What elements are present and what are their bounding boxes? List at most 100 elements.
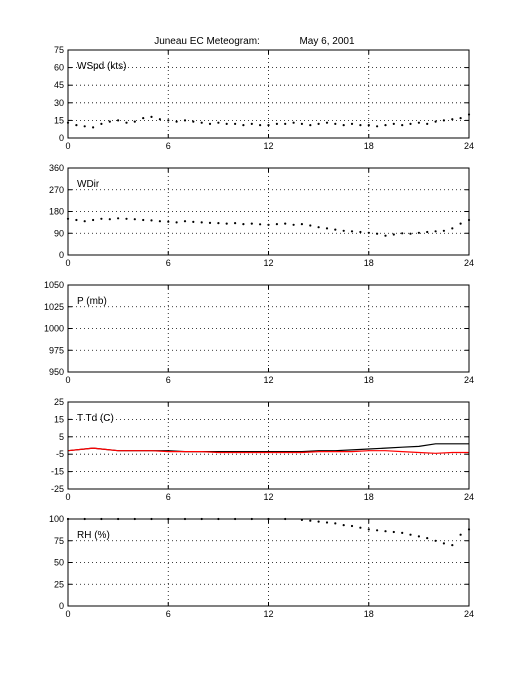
data-point — [158, 220, 161, 223]
data-point — [376, 232, 379, 235]
data-point — [200, 221, 203, 224]
data-point — [459, 533, 462, 536]
data-point — [284, 222, 287, 225]
data-point — [434, 230, 437, 233]
panel-5: 0 6 12 18 24 0 25 50 75 100 RH (%) — [49, 514, 474, 619]
data-point — [325, 227, 329, 230]
data-point — [359, 124, 362, 127]
x-tick-label: 18 — [364, 258, 374, 268]
data-point — [350, 230, 354, 233]
data-point — [175, 221, 178, 224]
data-point — [334, 228, 337, 231]
data-point — [217, 121, 220, 124]
x-tick-label: 6 — [166, 141, 171, 151]
data-point — [417, 535, 420, 538]
data-point — [342, 124, 345, 127]
data-point — [342, 524, 345, 527]
data-point — [142, 218, 145, 222]
data-point — [225, 122, 228, 125]
data-point — [100, 122, 103, 125]
data-point — [434, 120, 437, 123]
y-tick-label: 1050 — [44, 280, 64, 290]
data-point — [292, 223, 295, 226]
x-tick-label: 6 — [166, 492, 171, 502]
data-point — [459, 117, 462, 120]
data-point — [442, 542, 445, 545]
data-point — [92, 126, 95, 129]
data-point — [100, 217, 103, 220]
data-point — [183, 220, 187, 223]
y-tick-label: 180 — [49, 207, 64, 217]
x-tick-label: 24 — [464, 141, 474, 151]
data-point — [401, 124, 404, 127]
data-point — [108, 120, 111, 123]
x-tick-label: 6 — [166, 258, 171, 268]
data-point — [426, 537, 429, 540]
y-tick-label: 75 — [54, 536, 64, 546]
data-point — [292, 121, 295, 124]
data-point — [167, 119, 170, 122]
panel-label: WDir — [77, 179, 100, 190]
data-point — [208, 122, 212, 125]
y-tick-label: 75 — [54, 45, 64, 55]
figure-title: Juneau EC Meteogram: — [154, 36, 260, 47]
y-tick-label: 1025 — [44, 302, 64, 312]
data-point — [267, 124, 270, 127]
data-point — [200, 121, 203, 124]
data-point — [183, 119, 187, 122]
x-tick-label: 12 — [263, 258, 273, 268]
data-point — [259, 223, 262, 226]
y-tick-label: 50 — [54, 558, 64, 568]
data-point — [376, 529, 379, 532]
x-tick-label: 6 — [166, 375, 171, 385]
data-point — [167, 220, 170, 223]
data-point — [417, 231, 420, 234]
data-point — [133, 120, 136, 123]
y-tick-label: 1000 — [44, 324, 64, 334]
y-tick-label: 270 — [49, 185, 64, 195]
y-tick-label: 60 — [54, 63, 64, 73]
y-tick-label: -5 — [56, 449, 64, 459]
data-point — [401, 531, 404, 535]
panel-label: RH (%) — [77, 530, 110, 541]
data-point — [117, 217, 120, 220]
data-point — [334, 122, 337, 125]
y-tick-label: 100 — [49, 514, 64, 524]
data-point — [392, 122, 395, 125]
x-tick-label: 0 — [65, 258, 70, 268]
data-point — [125, 217, 128, 220]
y-tick-label: 15 — [54, 115, 64, 125]
data-point — [384, 530, 387, 533]
data-point — [284, 122, 287, 125]
data-point — [451, 118, 454, 121]
y-tick-label: 0 — [59, 601, 64, 611]
data-point — [250, 122, 253, 125]
x-tick-label: 12 — [263, 141, 273, 151]
data-point — [267, 223, 270, 226]
data-point — [309, 124, 312, 127]
data-point — [317, 226, 320, 229]
data-point — [317, 520, 320, 523]
y-tick-label: 0 — [59, 133, 64, 143]
data-point — [392, 233, 395, 236]
y-tick-label: 0 — [59, 250, 64, 260]
y-tick-label: 45 — [54, 80, 64, 90]
y-tick-label: 30 — [54, 98, 64, 108]
x-tick-label: 6 — [166, 609, 171, 619]
data-point — [325, 121, 329, 124]
data-point — [426, 122, 429, 125]
data-point — [426, 230, 429, 234]
panel-2: 0 6 12 18 24 0 90 180 270 360 WDir — [49, 163, 474, 268]
data-point — [376, 125, 379, 128]
data-point — [158, 118, 161, 121]
y-tick-label: 950 — [49, 367, 64, 377]
panel-1: 0 6 12 18 24 0 15 30 45 60 75 WSpd (kts) — [54, 45, 474, 151]
data-point — [309, 224, 312, 227]
series-line-2 — [67, 447, 469, 454]
data-point — [92, 218, 95, 222]
data-point — [367, 124, 370, 127]
data-point — [300, 122, 303, 125]
y-tick-label: 5 — [59, 432, 64, 442]
